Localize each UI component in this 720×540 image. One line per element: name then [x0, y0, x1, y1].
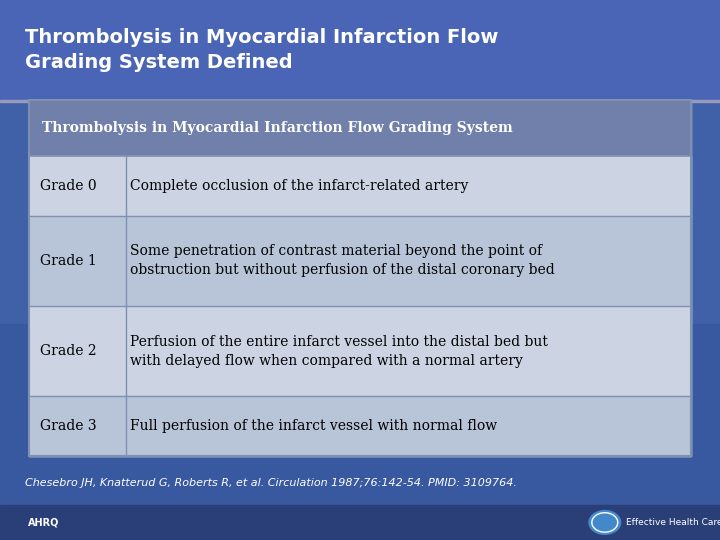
Text: Grade 0: Grade 0	[40, 179, 96, 193]
Bar	[29, 216, 691, 306]
Text: Grade 2: Grade 2	[40, 344, 96, 358]
Bar	[0, 0, 720, 100]
Text: Thrombolysis in Myocardial Infarction Flow
Grading System Defined: Thrombolysis in Myocardial Infarction Fl…	[25, 28, 498, 72]
Bar	[0, 100, 720, 102]
Bar	[29, 396, 691, 456]
Bar	[0, 505, 720, 540]
Bar	[0, 324, 720, 540]
Text: Effective Health Care Program: Effective Health Care Program	[626, 518, 720, 527]
Text: Full perfusion of the infarct vessel with normal flow: Full perfusion of the infarct vessel wit…	[130, 419, 497, 433]
Text: Some penetration of contrast material beyond the point of
obstruction but withou: Some penetration of contrast material be…	[130, 245, 554, 278]
Text: Grade 3: Grade 3	[40, 419, 96, 433]
Bar	[29, 100, 691, 456]
Text: AHRQ: AHRQ	[27, 517, 59, 528]
Text: Grade 1: Grade 1	[40, 254, 96, 268]
Text: Thrombolysis in Myocardial Infarction Flow Grading System: Thrombolysis in Myocardial Infarction Fl…	[42, 121, 513, 135]
Text: Complete occlusion of the infarct-related artery: Complete occlusion of the infarct-relate…	[130, 179, 468, 193]
Bar	[29, 100, 691, 456]
Text: Perfusion of the entire infarct vessel into the distal bed but
with delayed flow: Perfusion of the entire infarct vessel i…	[130, 335, 547, 368]
Circle shape	[589, 511, 621, 535]
Bar	[29, 100, 691, 156]
Bar	[29, 156, 691, 216]
Bar	[29, 306, 691, 396]
Text: Chesebro JH, Knatterud G, Roberts R, et al. Circulation 1987;76:142-54. PMID: 31: Chesebro JH, Knatterud G, Roberts R, et …	[25, 478, 517, 488]
